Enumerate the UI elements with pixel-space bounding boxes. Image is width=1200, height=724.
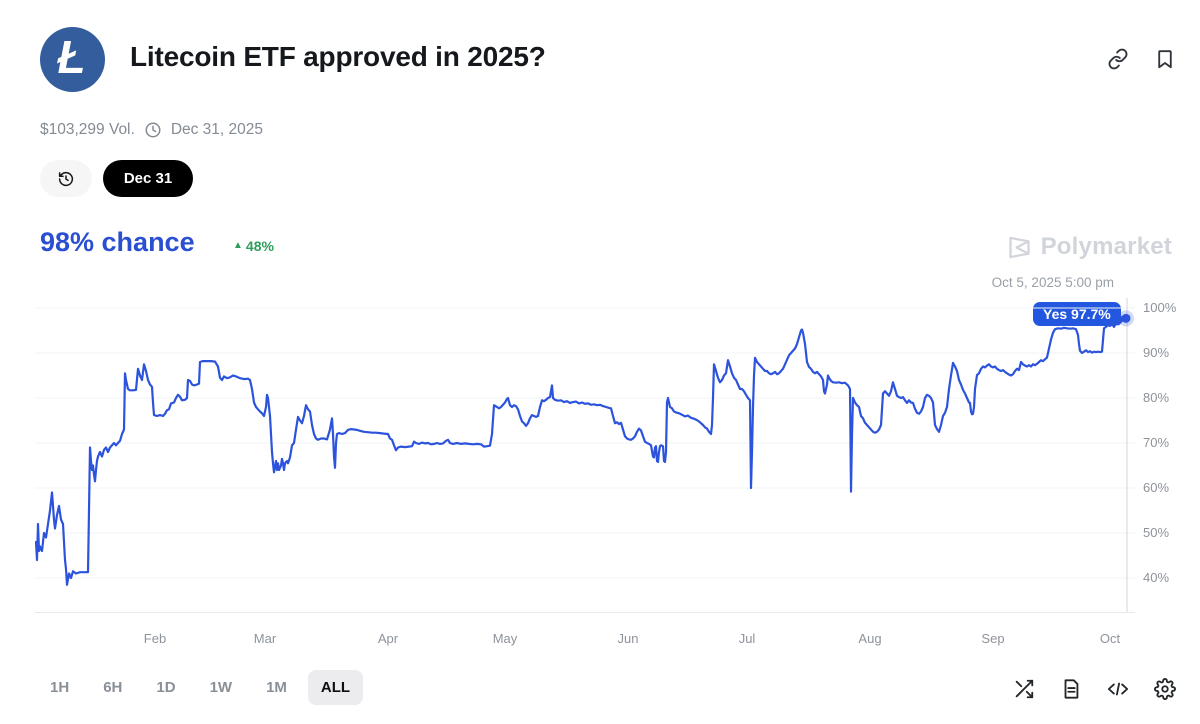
shuffle-icon xyxy=(1015,679,1034,699)
bookmark-icon xyxy=(1158,50,1172,69)
settings-button[interactable] xyxy=(1153,677,1177,701)
polymarket-watermark: Polymarket xyxy=(1006,233,1172,261)
delta-value: 48% xyxy=(245,238,274,254)
history-chip[interactable] xyxy=(40,160,92,197)
y-tick-40: 40% xyxy=(1143,570,1170,585)
y-tick-70: 70% xyxy=(1143,435,1170,450)
y-tick-90: 90% xyxy=(1143,345,1170,360)
x-tick-aug: Aug xyxy=(858,631,882,646)
litecoin-logo: Ł xyxy=(40,27,105,92)
x-tick-may: May xyxy=(492,631,518,646)
litecoin-logo-letter: Ł xyxy=(57,30,86,83)
x-tick-jul: Jul xyxy=(738,631,756,646)
timeframe-button-1h[interactable]: 1H xyxy=(37,670,82,705)
document-icon xyxy=(1064,679,1079,699)
x-tick-jun: Jun xyxy=(617,631,639,646)
end-date-text: Dec 31, 2025 xyxy=(170,121,264,138)
market-meta: $103,299 Vol. Dec 31, 2025 xyxy=(40,121,263,139)
x-tick-feb: Feb xyxy=(143,631,167,646)
y-tick-60: 60% xyxy=(1143,480,1170,495)
x-tick-sep: Sep xyxy=(981,631,1005,646)
last-point-dot xyxy=(1121,313,1131,323)
timeframe-button-1m[interactable]: 1M xyxy=(253,670,300,705)
page-title: Litecoin ETF approved in 2025? xyxy=(130,41,546,72)
settings-icon xyxy=(1154,678,1176,700)
polymarket-watermark-text: Polymarket xyxy=(1040,233,1172,260)
volume-text: $103,299 Vol. xyxy=(40,121,135,138)
x-tick-mar: Mar xyxy=(253,631,277,646)
chance-text: 98% chance xyxy=(40,227,195,257)
timeframe-controls: 1H 6H 1D 1W 1M ALL xyxy=(37,670,364,705)
copy-link-button[interactable] xyxy=(1106,47,1130,71)
history-icon xyxy=(58,171,74,186)
x-tick-oct: Oct xyxy=(1099,631,1121,646)
chart-gridlines xyxy=(35,307,1135,579)
timeframe-button-1w[interactable]: 1W xyxy=(197,670,246,705)
code-icon xyxy=(1107,682,1129,696)
compare-markets-button[interactable] xyxy=(1012,677,1036,701)
timeframe-button-1d[interactable]: 1D xyxy=(143,670,188,705)
timeframe-button-6h[interactable]: 6H xyxy=(90,670,135,705)
embed-button[interactable] xyxy=(1106,677,1130,701)
x-tick-apr: Apr xyxy=(377,631,399,646)
y-tick-100: 100% xyxy=(1143,300,1177,315)
rules-button[interactable] xyxy=(1059,677,1083,701)
yes-probability-line xyxy=(35,317,1128,586)
tooltip-timestamp: Oct 5, 2025 5:00 pm xyxy=(991,275,1114,290)
timeframe-button-all[interactable]: ALL xyxy=(307,670,364,705)
y-tick-80: 80% xyxy=(1143,390,1170,405)
up-triangle-icon: ▲ xyxy=(233,240,243,251)
probability-chart[interactable] xyxy=(35,296,1135,616)
link-icon xyxy=(1108,48,1128,70)
chance-delta: ▲ 48% xyxy=(233,238,274,254)
clock-icon xyxy=(145,122,161,138)
polymarket-logo-icon xyxy=(1008,236,1030,258)
yes-value-badge: Yes 97.7% xyxy=(1033,302,1121,326)
outcome-date-chip[interactable]: Dec 31 xyxy=(103,160,193,197)
bookmark-button[interactable] xyxy=(1153,47,1177,71)
y-tick-50: 50% xyxy=(1143,525,1170,540)
